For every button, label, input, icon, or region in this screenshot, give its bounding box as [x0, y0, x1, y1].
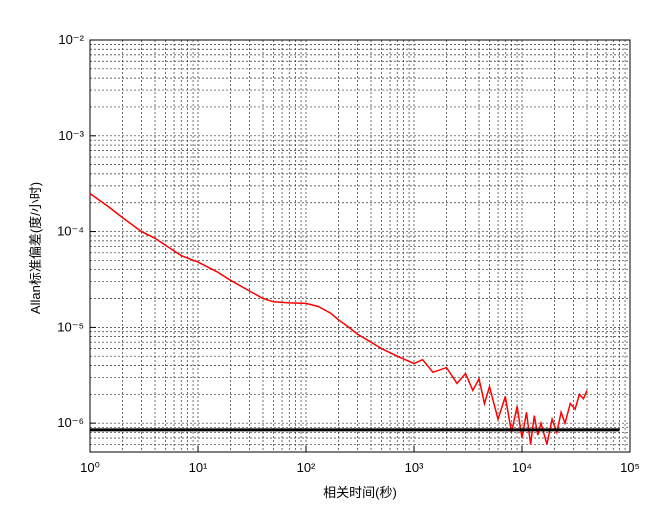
data-line [89, 192, 588, 445]
y-tick-label: 10⁻⁴ [57, 224, 84, 239]
y-tick-label: 10⁻² [58, 32, 84, 47]
y-tick-label: 10⁻⁶ [57, 415, 84, 430]
x-axis-label: 相关时间(秒) [323, 485, 397, 500]
x-tick-label: 10⁰ [80, 460, 100, 475]
plot-frame [89, 39, 631, 453]
x-tick-label: 10⁵ [620, 460, 640, 475]
y-tick-label: 10⁻⁵ [57, 319, 84, 334]
y-tick-label: 10⁻³ [58, 128, 84, 143]
x-tick-label: 10¹ [189, 460, 208, 475]
x-tick-label: 10² [297, 460, 316, 475]
y-axis-label: Allan标准偏差(度/小时) [28, 182, 43, 314]
x-tick-label: 10³ [405, 460, 424, 475]
x-tick-label: 10⁴ [512, 460, 532, 475]
